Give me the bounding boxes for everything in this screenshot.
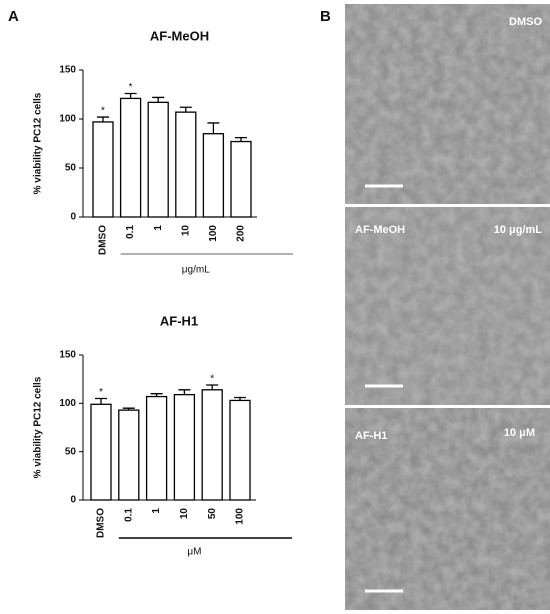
cell-texture: [345, 4, 550, 204]
y-axis-label: % viability PC12 cells: [33, 92, 44, 194]
cell-texture: [345, 207, 550, 405]
bar: [173, 393, 196, 501]
x-tick-label: 0.1: [125, 225, 136, 239]
bar: [201, 389, 223, 501]
bar: [175, 111, 197, 218]
x-tick-label: 200: [236, 225, 247, 242]
y-tick-label: 0: [70, 495, 76, 506]
chart-title: AF-H1: [160, 313, 198, 328]
micrograph-label: 10 μM: [504, 427, 535, 439]
x-tick-label: 100: [235, 508, 246, 525]
micrograph-label: AF-MeOH: [355, 224, 405, 236]
y-tick-label: 50: [65, 446, 77, 457]
error-bar: [235, 136, 247, 142]
micrographs: DMSO AF-MeOH 10 μg/mL AF-H1 10 μM: [345, 4, 550, 610]
y-tick-label: 100: [59, 398, 76, 409]
error-bar: [179, 106, 192, 113]
y-tick-label: 150: [59, 350, 76, 361]
y-tick-label: 50: [65, 163, 77, 174]
x-tick-label: DMSO: [96, 508, 107, 538]
y-tick-label: 0: [70, 212, 76, 223]
panel-label: B: [320, 8, 331, 25]
bar: [118, 409, 140, 501]
error-bar: [152, 96, 165, 103]
x-tick-label: 10: [180, 225, 191, 237]
bar: [202, 133, 225, 218]
bar: [119, 97, 142, 218]
x-axis-label: μM: [187, 547, 201, 558]
error-bar: [234, 396, 246, 401]
error-bar: [124, 92, 137, 99]
x-axis-label: μg/mL: [182, 265, 210, 276]
error-bar: [97, 116, 109, 122]
significance-label: *: [210, 374, 214, 385]
bar: [147, 101, 169, 218]
bar: [90, 403, 112, 501]
x-tick-label: 1: [151, 508, 162, 514]
x-tick-label: 50: [207, 508, 218, 520]
x-tick-label: 100: [208, 225, 219, 242]
x-tick-label: 0.1: [123, 508, 134, 522]
significance-label: *: [129, 82, 133, 93]
error-bar: [95, 397, 107, 405]
error-bar: [122, 407, 135, 411]
significance-label: *: [99, 387, 103, 398]
error-bar: [178, 389, 191, 395]
chart-title: AF-MeOH: [150, 28, 209, 43]
micrograph-label: DMSO: [509, 16, 542, 28]
error-bar: [207, 122, 220, 134]
significance-label: *: [101, 106, 105, 117]
x-tick-label: 10: [179, 508, 190, 520]
bar: [230, 140, 252, 218]
error-bar: [206, 384, 219, 390]
cell-texture: [345, 408, 550, 610]
y-tick-label: 150: [59, 65, 76, 76]
y-axis-label: % viability PC12 cells: [33, 376, 44, 478]
error-bar: [150, 393, 163, 397]
bar: [92, 121, 114, 218]
x-tick-label: 1: [153, 225, 164, 231]
bar: [145, 395, 168, 501]
y-tick-label: 100: [59, 114, 76, 125]
x-tick-label: DMSO: [98, 225, 109, 255]
micrograph-label: AF-H1: [355, 430, 387, 442]
panel-label: A: [8, 8, 19, 25]
bar: [229, 399, 251, 501]
micrograph-label: 10 μg/mL: [494, 224, 543, 236]
